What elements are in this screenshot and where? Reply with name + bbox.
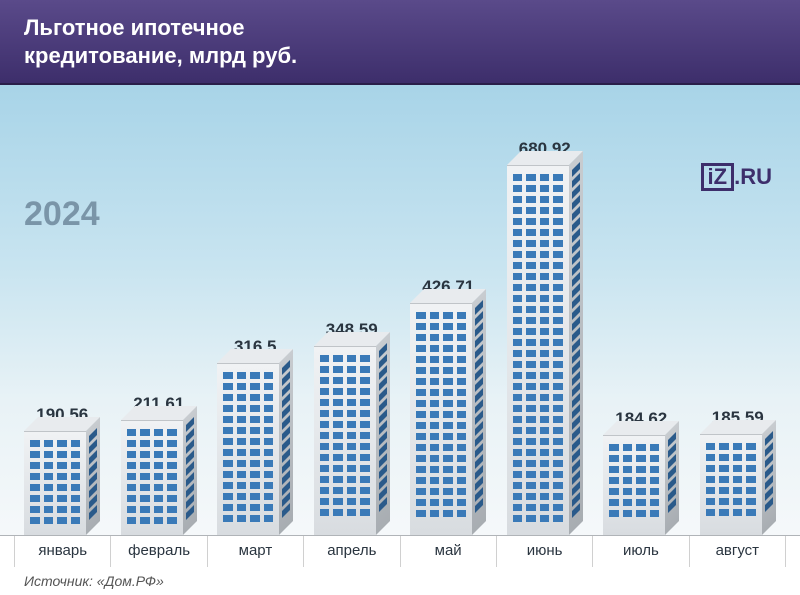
axis-label: май (401, 536, 497, 567)
bar-building (507, 165, 583, 535)
bar-column: 680,92 (497, 139, 594, 535)
axis-label: февраль (111, 536, 207, 567)
bar-building (603, 435, 679, 535)
title-line-2: кредитование, млрд руб. (24, 42, 776, 70)
chart-header: Льготное ипотечное кредитование, млрд ру… (0, 0, 800, 85)
axis-label: июль (593, 536, 689, 567)
chart-area: 2024 iZ.RU 190,56211,61316,5348,59426,71… (0, 85, 800, 535)
bar-column: 316,5 (207, 337, 304, 535)
bar-column: 185,59 (690, 408, 787, 535)
x-axis: январьфевральмартапрельмайиюньиюльавгуст (0, 535, 800, 567)
bar-column: 211,61 (111, 394, 208, 535)
bar-building (121, 420, 197, 535)
axis-label: март (208, 536, 304, 567)
bar-building (217, 363, 293, 535)
axis-label: апрель (304, 536, 400, 567)
source-citation: Источник: «Дом.РФ» (0, 567, 800, 595)
axis-label: август (690, 536, 786, 567)
bar-column: 348,59 (304, 320, 401, 535)
bar-column: 190,56 (14, 405, 111, 535)
bar-column: 426,71 (400, 277, 497, 535)
bar-building (410, 303, 486, 535)
bar-building (24, 431, 100, 535)
bars-container: 190,56211,61316,5348,59426,71680,92184,6… (0, 85, 800, 535)
bar-building (314, 346, 390, 535)
axis-label: июнь (497, 536, 593, 567)
title-line-1: Льготное ипотечное (24, 14, 776, 42)
bar-column: 184,62 (593, 409, 690, 535)
axis-label: январь (14, 536, 111, 567)
bar-building (700, 434, 776, 535)
